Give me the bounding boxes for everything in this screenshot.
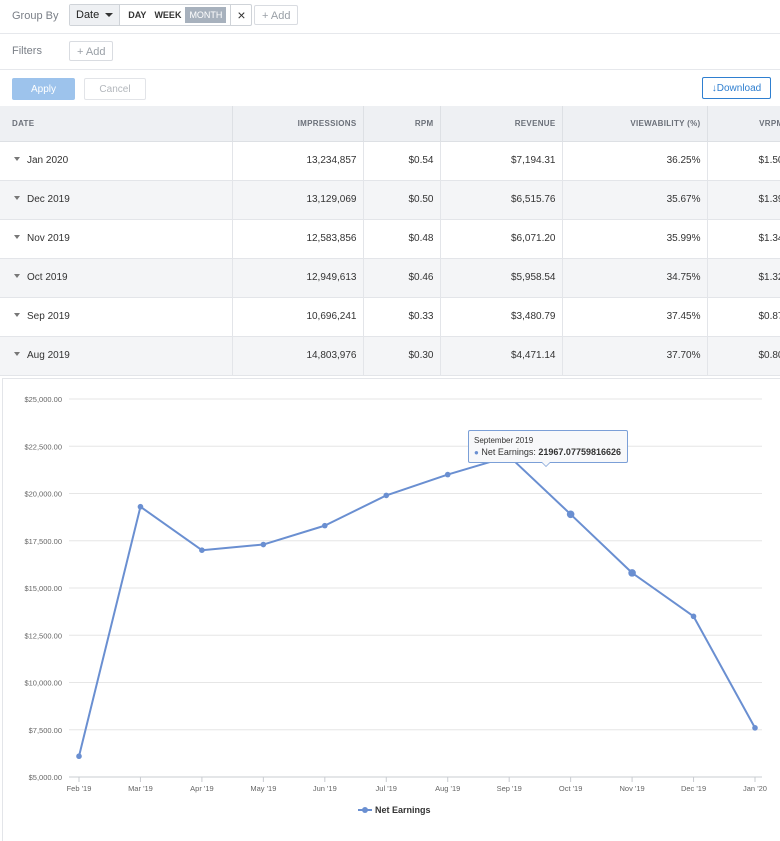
apply-button[interactable]: Apply	[12, 78, 75, 100]
filters-bar	[0, 34, 780, 70]
chart-panel	[2, 378, 780, 841]
vrpm-cell: $1.39	[707, 180, 780, 220]
rpm-cell: $0.50	[363, 180, 441, 220]
add-filter-button[interactable]: + Add	[69, 41, 114, 61]
rpm-cell: $0.54	[363, 141, 441, 181]
revenue-cell: $5,958.54	[440, 258, 563, 298]
viewability-cell: 35.67%	[562, 180, 708, 220]
tooltip-value: 21967.07759816626	[538, 447, 621, 457]
vrpm-cell: $0.87	[707, 297, 780, 337]
date-value: Nov 2019	[27, 233, 70, 244]
table-row[interactable]: Dec 2019 13,129,069 $0.50 $6,515.76 35.6…	[0, 180, 780, 220]
legend-line-marker-icon	[358, 806, 372, 814]
viewability-cell: 37.45%	[562, 297, 708, 337]
date-cell: Aug 2019	[0, 336, 233, 376]
group-field-dropdown[interactable]: Date	[70, 5, 121, 25]
impressions-cell: 12,583,856	[232, 219, 364, 259]
revenue-cell: $6,515.76	[440, 180, 563, 220]
chart-legend[interactable]: Net Earnings	[358, 805, 431, 815]
date-cell: Dec 2019	[0, 180, 233, 220]
vrpm-cell: $1.32	[707, 258, 780, 298]
impressions-cell: 14,803,976	[232, 336, 364, 376]
col-header-viewability[interactable]: VIEWABILITY (%)	[562, 106, 708, 142]
table-header-row: DATE IMPRESSIONS RPM REVENUE VIEWABILITY…	[0, 106, 780, 142]
date-value: Jan 2020	[27, 155, 69, 166]
impressions-cell: 10,696,241	[232, 297, 364, 337]
date-cell: Oct 2019	[0, 258, 233, 298]
table-row[interactable]: Sep 2019 10,696,241 $0.33 $3,480.79 37.4…	[0, 297, 780, 337]
viewability-cell: 34.75%	[562, 258, 708, 298]
clear-group-button[interactable]: ×	[230, 5, 251, 25]
tooltip-arrow-inner	[542, 462, 550, 466]
impressions-cell: 13,234,857	[232, 141, 364, 181]
viewability-cell: 35.99%	[562, 219, 708, 259]
col-header-revenue[interactable]: REVENUE	[440, 106, 563, 142]
revenue-cell: $7,194.31	[440, 141, 563, 181]
expand-caret-icon[interactable]	[14, 235, 20, 239]
revenue-cell: $6,071.20	[440, 219, 563, 259]
add-group-button[interactable]: + Add	[254, 5, 299, 25]
revenue-cell: $4,471.14	[440, 336, 563, 376]
table-row[interactable]: Aug 2019 14,803,976 $0.30 $4,471.14 37.7…	[0, 336, 780, 376]
rpm-cell: $0.48	[363, 219, 441, 259]
expand-caret-icon[interactable]	[14, 196, 20, 200]
report-table: DATE IMPRESSIONS RPM REVENUE VIEWABILITY…	[0, 106, 780, 376]
series-dot-icon: ●	[474, 448, 479, 457]
col-header-vrpm[interactable]: VRPM	[707, 106, 780, 142]
col-header-rpm[interactable]: RPM	[363, 106, 441, 142]
table-row[interactable]: Jan 2020 13,234,857 $0.54 $7,194.31 36.2…	[0, 141, 780, 181]
caret-down-icon	[105, 13, 114, 17]
vrpm-cell: $1.34	[707, 219, 780, 259]
tooltip-series-label: Net Earnings:	[481, 447, 536, 457]
rpm-cell: $0.33	[363, 297, 441, 337]
table-row[interactable]: Oct 2019 12,949,613 $0.46 $5,958.54 34.7…	[0, 258, 780, 298]
expand-caret-icon[interactable]	[14, 157, 20, 161]
impressions-cell: 12,949,613	[232, 258, 364, 298]
date-cell: Nov 2019	[0, 219, 233, 259]
date-value: Dec 2019	[27, 194, 70, 205]
download-button[interactable]: ↓Download	[702, 77, 771, 99]
vrpm-cell: $0.80	[707, 336, 780, 376]
date-value: Sep 2019	[27, 311, 70, 322]
group-by-control: Date DAY WEEK MONTH ×	[69, 4, 253, 26]
chart-tooltip: September 2019 ● Net Earnings: 21967.077…	[468, 430, 628, 463]
date-value: Oct 2019	[27, 272, 68, 283]
expand-caret-icon[interactable]	[14, 313, 20, 317]
col-header-date[interactable]: DATE	[0, 106, 233, 142]
vrpm-cell: $1.50	[707, 141, 780, 181]
cancel-button[interactable]: Cancel	[84, 78, 146, 100]
expand-caret-icon[interactable]	[14, 352, 20, 356]
impressions-cell: 13,129,069	[232, 180, 364, 220]
date-cell: Sep 2019	[0, 297, 233, 337]
legend-label: Net Earnings	[375, 805, 431, 815]
group-field-value: Date	[76, 9, 100, 21]
granularity-month[interactable]: MONTH	[185, 7, 227, 23]
col-header-impressions[interactable]: IMPRESSIONS	[232, 106, 364, 142]
revenue-cell: $3,480.79	[440, 297, 563, 337]
date-value: Aug 2019	[27, 350, 70, 361]
group-by-bar	[0, 0, 780, 34]
viewability-cell: 37.70%	[562, 336, 708, 376]
filters-label: Filters	[12, 45, 42, 57]
expand-caret-icon[interactable]	[14, 274, 20, 278]
viewability-cell: 36.25%	[562, 141, 708, 181]
tooltip-title: September 2019	[474, 436, 534, 445]
granularity-week[interactable]: WEEK	[154, 10, 182, 20]
tooltip-value-line: ● Net Earnings: 21967.07759816626	[474, 447, 622, 457]
rpm-cell: $0.30	[363, 336, 441, 376]
granularity-day[interactable]: DAY	[128, 10, 147, 20]
table-row[interactable]: Nov 2019 12,583,856 $0.48 $6,071.20 35.9…	[0, 219, 780, 259]
date-cell: Jan 2020	[0, 141, 233, 181]
rpm-cell: $0.46	[363, 258, 441, 298]
group-by-label: Group By	[12, 10, 59, 22]
